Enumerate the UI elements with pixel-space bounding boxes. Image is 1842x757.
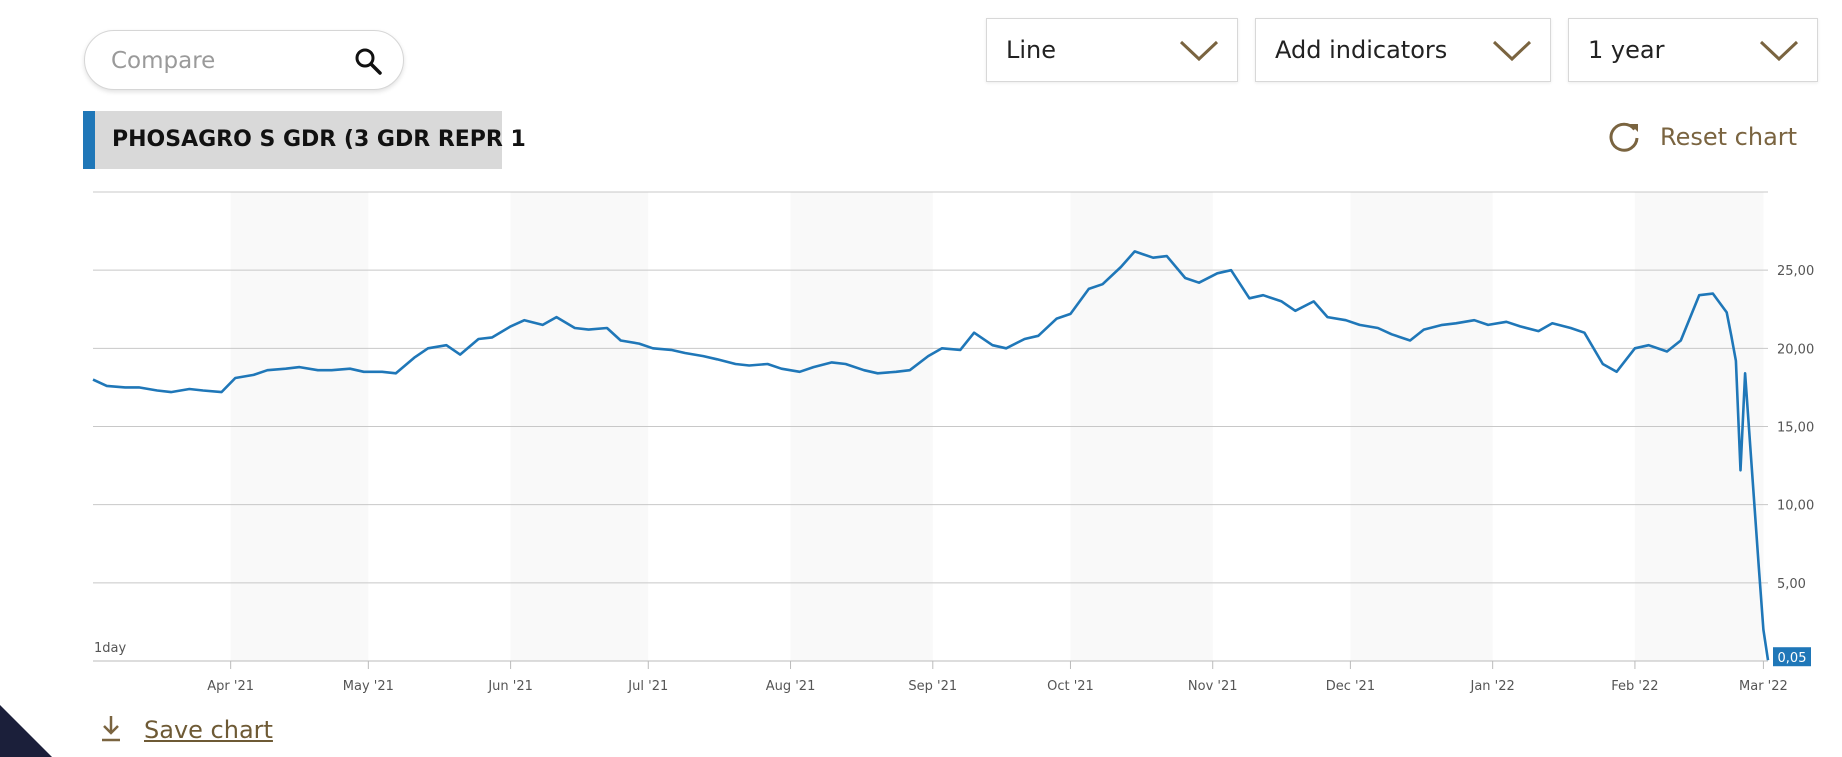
save-chart-label: Save chart [144, 716, 273, 744]
y-tick-label: 25,00 [1777, 264, 1814, 279]
y-tick-label: 15,00 [1777, 421, 1814, 436]
x-tick-label: Mar '22 [1739, 679, 1788, 694]
y-tick-label: 20,00 [1777, 342, 1814, 357]
x-tick-label: Apr '21 [207, 679, 254, 694]
x-tick-label: Jul '21 [627, 679, 668, 694]
download-icon [102, 716, 120, 742]
reset-chart-label: Reset chart [1660, 123, 1798, 151]
price-series-line [92, 250, 1770, 661]
x-tick-label: Aug '21 [766, 679, 816, 694]
compare-search[interactable] [84, 30, 404, 90]
period-dropdown[interactable]: 1 year [1568, 18, 1818, 82]
interval-label: 1day [94, 641, 126, 656]
period-value: 1 year [1588, 36, 1665, 64]
save-chart-button[interactable]: Save chart [98, 714, 298, 750]
corner-decoration [0, 705, 52, 757]
price-chart[interactable]: 5,00 10,00 15,00 20,00 25,00 Apr '21 May '21 Ju… [0, 180, 1842, 700]
add-indicators-label: Add indicators [1275, 36, 1448, 64]
y-tick-label: 10,00 [1777, 499, 1814, 514]
search-icon[interactable] [353, 46, 383, 76]
chart-type-dropdown[interactable]: Line [986, 18, 1238, 82]
x-tick-label: Feb '22 [1611, 679, 1658, 694]
last-value-badge [1773, 647, 1811, 667]
compare-input[interactable] [109, 43, 333, 79]
x-tick-label: Dec '21 [1326, 679, 1375, 694]
x-tick-label: Nov '21 [1188, 679, 1238, 694]
x-tick-label: Jan '22 [1470, 679, 1515, 694]
chevron-down-icon [1492, 40, 1532, 62]
reset-chart-button[interactable]: Reset chart [1606, 118, 1806, 158]
y-tick-label: 5,00 [1777, 577, 1806, 592]
symbol-label: PHOSAGRO S GDR (3 GDR REPR 1 [112, 127, 526, 152]
chevron-down-icon [1759, 40, 1799, 62]
x-tick-label: Oct '21 [1047, 679, 1094, 694]
refresh-icon [1609, 122, 1639, 152]
add-indicators-dropdown[interactable]: Add indicators [1255, 18, 1551, 82]
x-tick-label: Jun '21 [487, 679, 533, 694]
chart-type-value: Line [1006, 36, 1057, 64]
chevron-down-icon [1179, 40, 1219, 62]
x-tick-label: Sep '21 [908, 679, 957, 694]
symbol-tag[interactable]: PHOSAGRO S GDR (3 GDR REPR 1 [83, 111, 526, 169]
x-tick-label: May '21 [343, 679, 394, 694]
last-value-label: 0,05 [1778, 651, 1807, 666]
